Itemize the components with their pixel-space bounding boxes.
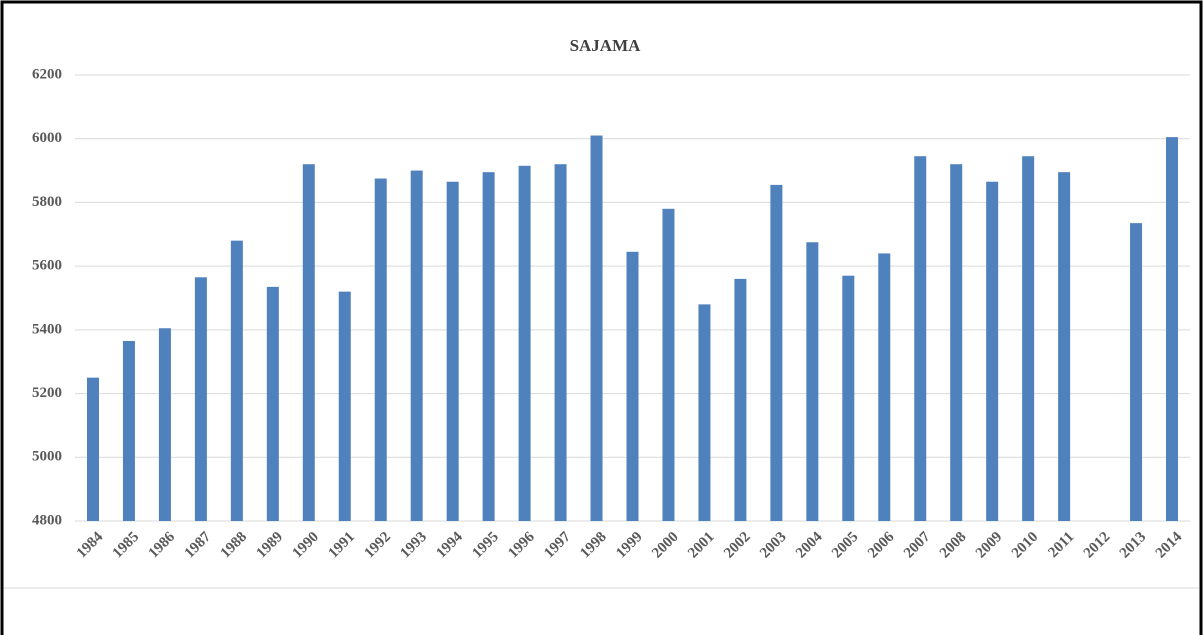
- bar: [734, 278, 747, 521]
- x-tick-label: 1999: [613, 529, 646, 562]
- chart-title: SAJAMA: [570, 36, 642, 55]
- bar: [302, 164, 315, 521]
- bar: [554, 164, 567, 521]
- x-tick-label: 2009: [973, 529, 1006, 562]
- x-tick-label: 1990: [290, 529, 323, 562]
- x-tick-label: 1996: [505, 529, 538, 562]
- x-tick-label: 1984: [74, 529, 107, 562]
- y-tick-label: 5800: [32, 194, 62, 210]
- x-tick-label: 1994: [433, 529, 466, 562]
- bar: [194, 277, 207, 521]
- x-tick-label: 2011: [1045, 529, 1077, 561]
- bar: [158, 328, 171, 521]
- x-tick-label: 1993: [397, 529, 430, 562]
- y-tick-label: 5000: [32, 449, 62, 465]
- bar: [374, 178, 387, 522]
- x-tick-label: 2008: [937, 529, 970, 562]
- x-tick-label: 1997: [541, 529, 574, 562]
- bar: [518, 165, 531, 522]
- bar: [698, 304, 711, 521]
- bar: [950, 164, 963, 521]
- x-tick-label: 2006: [865, 529, 898, 562]
- x-tick-label: 1992: [361, 529, 394, 562]
- x-tick-label: 2004: [793, 529, 826, 562]
- bar: [770, 184, 783, 521]
- x-tick-label: 1995: [469, 529, 502, 562]
- x-tick-label: 2002: [721, 529, 754, 562]
- x-tick-label: 2014: [1153, 529, 1186, 562]
- x-tick-label: 2013: [1117, 529, 1150, 562]
- y-tick-label: 5600: [32, 258, 62, 274]
- x-tick-label: 2003: [757, 529, 790, 562]
- x-tick-label: 2001: [685, 529, 718, 562]
- x-tick-label: 2010: [1009, 529, 1042, 562]
- bar: [410, 170, 423, 522]
- x-tick-label: 2007: [901, 529, 934, 562]
- bar: [230, 240, 243, 521]
- x-tick-label: 1985: [110, 529, 143, 562]
- bar: [626, 251, 639, 522]
- bar: [446, 181, 459, 521]
- bar: [1130, 223, 1143, 521]
- x-tick-label: 2005: [829, 529, 862, 562]
- bar: [662, 208, 675, 522]
- x-tick-label: 1989: [254, 529, 287, 562]
- bar: [1022, 156, 1035, 521]
- y-tick-label: 6000: [32, 130, 62, 146]
- bar: [806, 242, 819, 521]
- y-tick-label: 5200: [32, 385, 62, 401]
- bar: [482, 172, 495, 521]
- bar: [338, 291, 351, 521]
- x-tick-label: 1986: [146, 529, 179, 562]
- bar: [986, 181, 999, 521]
- bar: [1166, 137, 1179, 521]
- bar: [842, 275, 855, 521]
- bar: [266, 286, 279, 521]
- y-tick-label: 5400: [32, 321, 62, 337]
- y-tick-label: 4800: [32, 512, 62, 528]
- bar: [1058, 172, 1071, 521]
- x-tick-label: 1998: [577, 529, 610, 562]
- x-tick-label: 1991: [325, 529, 358, 562]
- bar: [122, 341, 135, 521]
- x-tick-label: 1987: [182, 529, 215, 562]
- x-tick-label: 2000: [649, 529, 682, 562]
- bar: [878, 253, 891, 521]
- y-tick-label: 6200: [32, 66, 62, 82]
- bar: [590, 135, 603, 521]
- bar: [914, 156, 927, 521]
- x-tick-label: 2012: [1081, 529, 1114, 562]
- bar: [86, 377, 99, 521]
- x-tick-label: 1988: [218, 529, 251, 562]
